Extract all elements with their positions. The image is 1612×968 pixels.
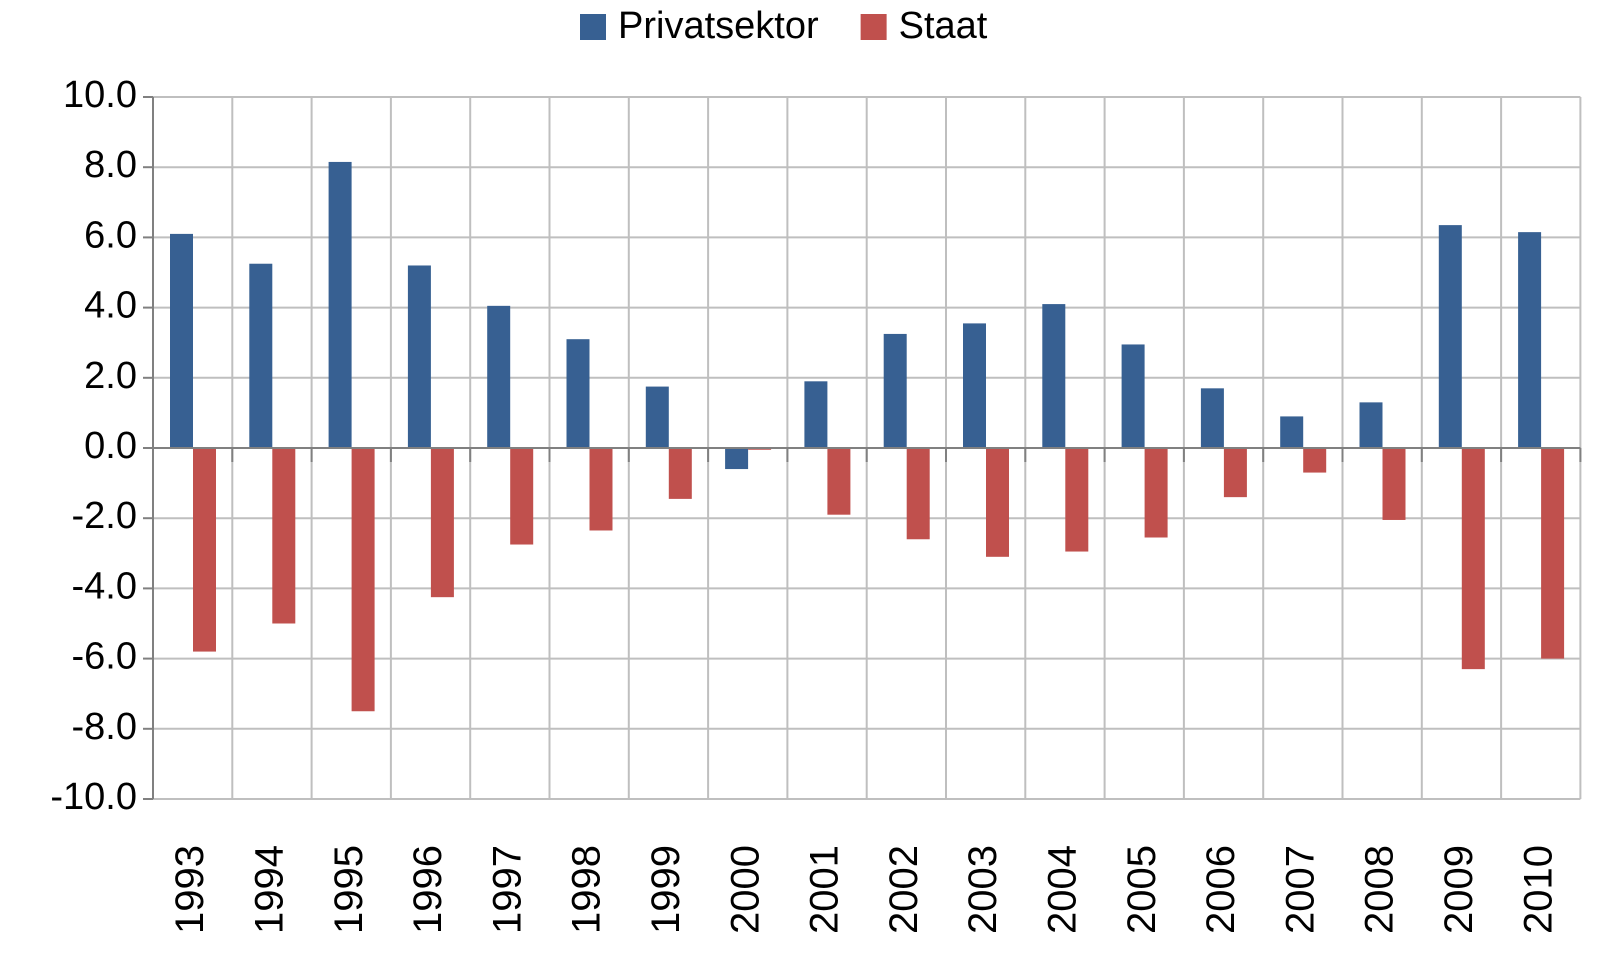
y-tick-label: -2.0 — [72, 495, 137, 537]
legend-swatch — [860, 14, 887, 40]
bar — [1280, 416, 1304, 448]
bar — [645, 386, 669, 448]
x-tick-label: 2010 — [1516, 845, 1560, 934]
bar — [170, 233, 193, 448]
bar — [193, 448, 216, 652]
bar — [1359, 402, 1383, 448]
x-tick-label: 2001 — [803, 845, 847, 934]
bar — [430, 448, 454, 598]
bar — [827, 448, 851, 515]
y-tick-label: 2.0 — [84, 355, 137, 397]
bar — [1200, 388, 1224, 448]
y-tick-label: 0.0 — [84, 425, 137, 467]
bar — [1541, 448, 1565, 659]
bar — [668, 448, 692, 499]
legend-label: Staat — [899, 5, 988, 47]
x-tick-label: 2007 — [1278, 845, 1322, 934]
y-tick-label: 8.0 — [84, 144, 137, 186]
bar — [804, 381, 828, 448]
x-tick-label: 1999 — [644, 845, 688, 934]
bar — [1438, 225, 1462, 448]
y-tick-label: -6.0 — [72, 636, 137, 678]
y-tick-label: 6.0 — [84, 214, 137, 256]
bar — [487, 305, 511, 448]
x-tick-label: 2004 — [1041, 845, 1085, 934]
bar — [1461, 448, 1485, 670]
y-tick-label: -8.0 — [72, 706, 137, 748]
bar — [1382, 448, 1406, 520]
y-tick-label: 4.0 — [84, 285, 137, 327]
bar — [1042, 304, 1066, 448]
bar — [963, 323, 986, 448]
bar — [351, 448, 375, 712]
bar — [407, 265, 431, 448]
bar — [589, 448, 613, 531]
bar — [1303, 448, 1327, 473]
y-tick-label: 10.0 — [63, 74, 137, 116]
bar — [1223, 448, 1247, 498]
bar — [883, 333, 907, 448]
legend-swatch — [580, 14, 606, 40]
bar — [725, 448, 749, 470]
x-tick-label: 1995 — [327, 845, 371, 934]
x-tick-label: 2002 — [882, 845, 926, 934]
bar — [510, 448, 534, 545]
x-tick-label: 2009 — [1437, 845, 1481, 934]
x-tick-label: 1997 — [485, 845, 529, 934]
x-tick-label: 2005 — [1120, 845, 1164, 934]
legend-label: Privatsektor — [618, 5, 819, 47]
x-tick-label: 2008 — [1358, 845, 1402, 934]
bar — [906, 448, 930, 540]
bar — [1518, 232, 1542, 448]
y-tick-label: -10.0 — [50, 776, 137, 818]
x-tick-label: 1993 — [168, 845, 212, 934]
bar — [986, 448, 1009, 557]
bar — [272, 448, 296, 624]
x-tick-label: 1998 — [565, 845, 609, 934]
x-tick-label: 1994 — [248, 845, 292, 934]
x-tick-label: 2003 — [961, 845, 1005, 934]
bar — [566, 339, 590, 448]
x-tick-label: 1996 — [406, 845, 450, 934]
bar — [1065, 448, 1089, 552]
bar — [249, 263, 273, 448]
x-tick-label: 2006 — [1199, 845, 1243, 934]
x-tick-label: 2000 — [723, 845, 767, 934]
bar — [328, 161, 352, 448]
bar — [1144, 448, 1168, 538]
y-tick-label: -4.0 — [72, 565, 137, 607]
bar — [1121, 344, 1145, 448]
